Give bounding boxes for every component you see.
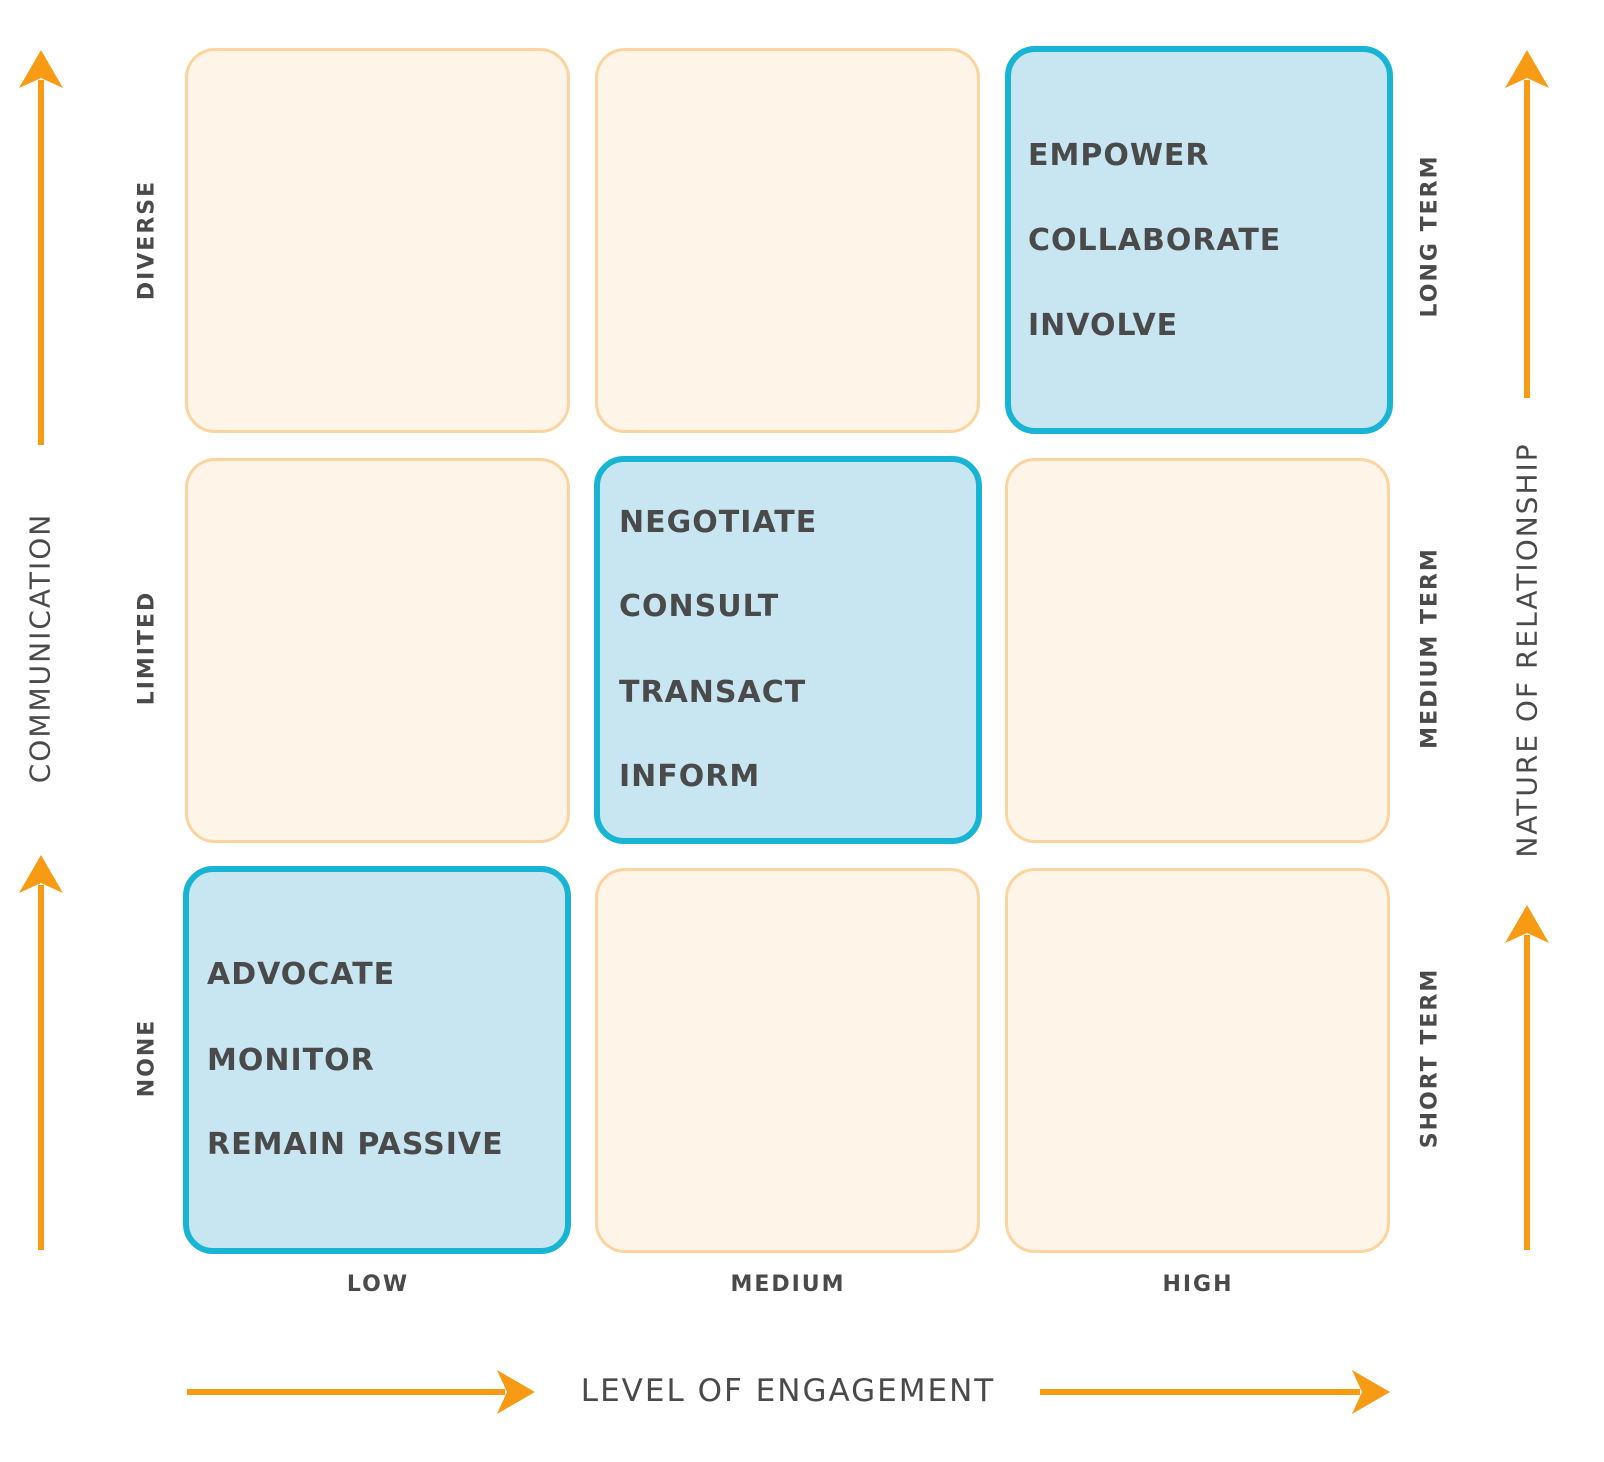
- row-label-long-term: LONG TERM: [1417, 154, 1443, 318]
- cell-item: NEGOTIATE: [619, 505, 818, 540]
- col-label-medium: MEDIUM: [730, 1272, 846, 1297]
- cell-item: EMPOWER: [1028, 138, 1210, 173]
- row-label-none: NONE: [134, 1018, 160, 1098]
- right-axis-title: NATURE OF RELATIONSHIP: [1510, 442, 1544, 858]
- left-axis-title: COMMUNICATION: [23, 512, 57, 784]
- col-label-low: LOW: [346, 1272, 410, 1297]
- cell-item: REMAIN PASSIVE: [207, 1127, 504, 1162]
- cell-item: CONSULT: [619, 589, 780, 624]
- cell-low-none: ADVOCATE MONITOR REMAIN PASSIVE: [183, 866, 571, 1254]
- cell-low-diverse: [185, 48, 570, 433]
- left-arrow-upper-head: [19, 50, 63, 88]
- row-label-limited: LIMITED: [134, 590, 160, 706]
- cell-item: TRANSACT: [619, 675, 807, 710]
- left-arrow-lower-head: [19, 855, 63, 893]
- cell-medium-limited: NEGOTIATE CONSULT TRANSACT INFORM: [594, 456, 982, 844]
- row-label-diverse: DIVERSE: [134, 179, 160, 301]
- cell-high-none: [1005, 868, 1390, 1253]
- cell-item: COLLABORATE: [1028, 223, 1282, 258]
- bottom-arrow-left-head: [497, 1370, 535, 1414]
- cell-medium-none: [595, 868, 980, 1253]
- cell-item: INVOLVE: [1028, 308, 1179, 343]
- row-label-medium-term: MEDIUM TERM: [1417, 547, 1443, 749]
- cell-high-limited: [1005, 458, 1390, 843]
- bottom-arrow-right-head: [1352, 1370, 1390, 1414]
- cell-low-limited: [185, 458, 570, 843]
- cell-medium-diverse: [595, 48, 980, 433]
- right-arrow-lower-head: [1505, 905, 1549, 943]
- cell-item: INFORM: [619, 759, 761, 794]
- x-axis-title: LEVEL OF ENGAGEMENT: [580, 1373, 996, 1409]
- row-label-short-term: SHORT TERM: [1417, 967, 1443, 1149]
- cell-item: MONITOR: [207, 1043, 375, 1078]
- col-label-high: HIGH: [1162, 1272, 1234, 1297]
- cell-item: ADVOCATE: [207, 957, 396, 992]
- cell-high-diverse: EMPOWER COLLABORATE INVOLVE: [1005, 46, 1393, 434]
- right-arrow-upper-head: [1505, 50, 1549, 88]
